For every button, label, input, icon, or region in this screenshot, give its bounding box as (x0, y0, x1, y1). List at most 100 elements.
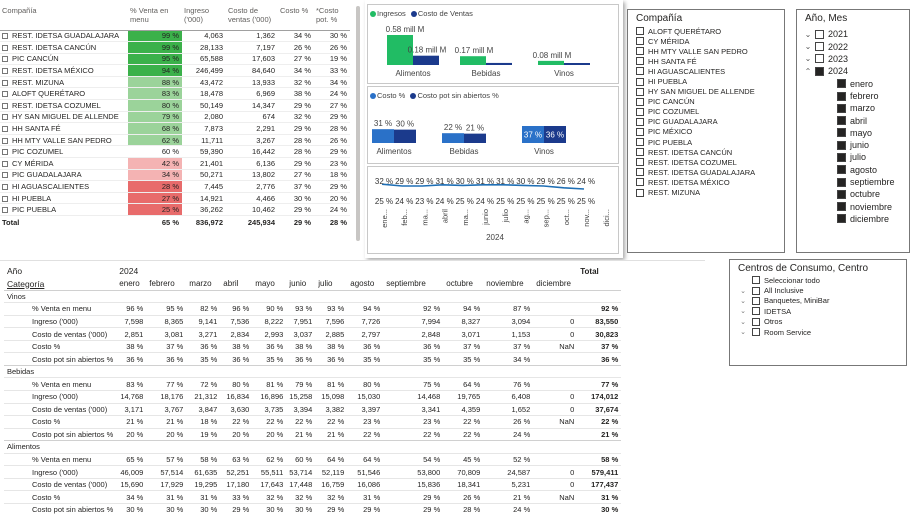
company-row[interactable]: PIC PUEBLA 25 % 36,262 10,462 29 % 24 % (0, 203, 350, 216)
row-expand-icon[interactable] (2, 91, 8, 98)
month-slicer-item[interactable]: octubre (803, 188, 909, 200)
company-row[interactable]: HH MTY VALLE SAN PEDRO 62 % 11,711 3,267 28 … (0, 134, 350, 147)
checkbox-icon[interactable] (636, 168, 644, 177)
checkbox-icon[interactable] (837, 103, 846, 113)
company-row[interactable]: REST. IDETSA CANCÚN 99 % 28,133 7,197 26 % 26… (0, 41, 350, 54)
row-expand-icon[interactable] (2, 172, 8, 179)
header-costo-pct[interactable]: Costo % (278, 0, 314, 31)
company-slicer-item[interactable]: HH SANTA FÉ (636, 56, 784, 66)
bar-costo-pot[interactable] (394, 129, 416, 143)
row-expand-icon[interactable] (2, 160, 8, 167)
checkbox-icon[interactable] (636, 117, 644, 126)
checkbox-icon[interactable] (752, 286, 760, 295)
matrix-month-header[interactable]: diciembre (536, 279, 571, 289)
checkbox-icon[interactable] (636, 107, 644, 116)
legend-costo-pot[interactable]: Costo pot sin abiertos % (417, 91, 499, 100)
company-row[interactable]: CY MÉRIDA 42 % 21,401 6,136 29 % 23 % (0, 157, 350, 170)
checkbox-icon[interactable] (636, 127, 644, 136)
bar-costo-ventas[interactable] (486, 62, 512, 65)
month-slicer-item[interactable]: septiembre (803, 176, 909, 188)
company-slicer-item[interactable]: HY SAN MIGUEL DE ALLENDE (636, 87, 784, 97)
checkbox-icon[interactable] (837, 91, 846, 101)
matrix-month-header[interactable]: agosto (350, 279, 375, 289)
month-slicer-item[interactable]: junio (803, 139, 909, 151)
centros-slicer-item[interactable]: ⌄ Room Service (738, 327, 906, 337)
bar-costo-pct[interactable] (442, 133, 464, 143)
matrix-month-header[interactable]: mayo (255, 279, 275, 289)
checkbox-icon[interactable] (752, 328, 760, 337)
row-expand-icon[interactable] (2, 207, 8, 214)
matrix-month-header[interactable]: enero (119, 279, 140, 289)
company-slicer-item[interactable]: REST. IDETSA GUADALAJARA (636, 167, 784, 177)
row-expand-icon[interactable] (2, 68, 8, 75)
checkbox-icon[interactable] (636, 148, 644, 157)
year-slicer-item[interactable]: ⌃ 2024 (803, 65, 909, 77)
bar-costo-pot[interactable] (544, 126, 566, 143)
header-ingreso[interactable]: Ingreso ('000) (182, 0, 226, 31)
company-row[interactable]: PIC COZUMEL 60 % 59,390 16,442 28 % 29 % (0, 145, 350, 159)
chevron-down-icon[interactable]: ⌄ (740, 318, 746, 326)
bar-ingresos[interactable] (387, 35, 413, 65)
company-row[interactable]: HI AGUASCALIENTES 28 % 7,445 2,776 37 % 29 % (0, 180, 350, 193)
company-row[interactable]: REST. IDETSA MÉXICO 94 % 246,499 84,640 34 %… (0, 64, 350, 77)
row-expand-icon[interactable] (2, 184, 8, 191)
header-costo-ventas[interactable]: Costo de ventas ('000) (226, 0, 278, 31)
company-row[interactable]: HI PUEBLA 27 % 14,921 4,466 30 % 20 % (0, 192, 350, 205)
checkbox-icon[interactable] (752, 296, 760, 305)
header-venta-menu[interactable]: % Venta en menu (128, 0, 182, 31)
company-slicer-item[interactable]: REST. IDETSA CANCÚN (636, 147, 784, 157)
month-slicer-item[interactable]: noviembre (803, 201, 909, 213)
matrix-month-header[interactable]: julio (318, 279, 333, 289)
company-row[interactable]: HY SAN MIGUEL DE ALLENDE 79 % 2,080 674 32 %… (0, 111, 350, 124)
month-slicer-item[interactable]: marzo (803, 102, 909, 114)
centros-slicer-item[interactable]: Seleccionar todo (738, 275, 906, 285)
matrix-month-header[interactable]: junio (289, 279, 307, 289)
checkbox-icon[interactable] (636, 27, 644, 36)
checkbox-icon[interactable] (752, 307, 760, 316)
bar-costo-pot[interactable] (464, 133, 486, 143)
checkbox-icon[interactable] (636, 67, 644, 76)
company-row[interactable]: HH SANTA FÉ 68 % 7,873 2,291 29 % 28 % (0, 122, 350, 135)
checkbox-icon[interactable] (837, 116, 846, 126)
row-expand-icon[interactable] (2, 56, 8, 63)
month-slicer-item[interactable]: diciembre (803, 213, 909, 225)
row-expand-icon[interactable] (2, 195, 8, 202)
company-slicer-item[interactable]: REST. IDETSA MÉXICO (636, 177, 784, 187)
company-slicer-item[interactable]: PIC MÉXICO (636, 127, 784, 137)
checkbox-icon[interactable] (815, 42, 824, 52)
checkbox-icon[interactable] (837, 189, 846, 199)
company-slicer-item[interactable]: PIC PUEBLA (636, 137, 784, 147)
chevron-down-icon[interactable]: ⌄ (740, 329, 746, 337)
row-expand-icon[interactable] (2, 126, 8, 133)
checkbox-icon[interactable] (636, 97, 644, 106)
trend-line[interactable] (381, 183, 585, 190)
row-expand-icon[interactable] (2, 114, 8, 121)
company-slicer-item[interactable]: HI AGUASCALIENTES (636, 66, 784, 76)
centros-slicer-item[interactable]: ⌄ All Inclusive (738, 285, 906, 295)
chevron-down-icon[interactable]: ⌄ (804, 54, 812, 64)
checkbox-icon[interactable] (837, 165, 846, 175)
matrix-month-header[interactable]: febrero (149, 279, 175, 289)
company-row[interactable]: REST. MIZUNA 88 % 43,472 13,933 32 % 34 % (0, 76, 350, 89)
checkbox-icon[interactable] (837, 140, 846, 150)
company-slicer-item[interactable]: PIC GUADALAJARA (636, 117, 784, 127)
month-slicer-item[interactable]: enero (803, 78, 909, 90)
checkbox-icon[interactable] (837, 202, 846, 212)
row-expand-icon[interactable] (2, 79, 8, 86)
centros-slicer-item[interactable]: ⌄ Banquetes, MiniBar (738, 296, 906, 306)
checkbox-icon[interactable] (752, 317, 760, 326)
checkbox-icon[interactable] (815, 29, 824, 39)
company-slicer-item[interactable]: PIC COZUMEL (636, 107, 784, 117)
row-expand-icon[interactable] (2, 33, 8, 40)
checkbox-icon[interactable] (837, 79, 846, 89)
company-row[interactable]: REST. IDETSA COZUMEL 80 % 50,149 14,347 29 %… (0, 99, 350, 112)
bar-costo-ventas[interactable] (564, 63, 590, 65)
checkbox-icon[interactable] (636, 47, 644, 56)
matrix-group-row[interactable]: Alimentos (4, 440, 622, 454)
header-compania[interactable]: Compañía (0, 0, 128, 31)
matrix-month-header[interactable]: septiembre (386, 279, 426, 289)
matrix-year-value[interactable]: 2024 (119, 266, 139, 277)
checkbox-icon[interactable] (636, 57, 644, 66)
matrix-month-header[interactable]: abril (223, 279, 239, 289)
chevron-down-icon[interactable]: ⌄ (804, 29, 812, 39)
